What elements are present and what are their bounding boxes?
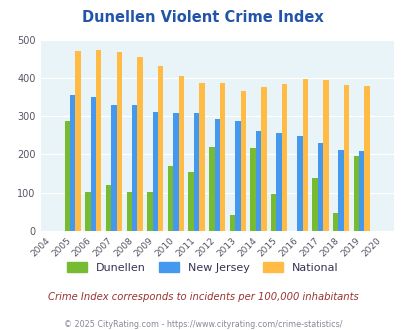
- Bar: [116, 52, 121, 231]
- Bar: [75, 51, 81, 231]
- Bar: [234, 121, 240, 231]
- Bar: [106, 185, 111, 231]
- Bar: [353, 155, 358, 231]
- Legend: Dunellen, New Jersey, National: Dunellen, New Jersey, National: [62, 258, 343, 278]
- Bar: [158, 66, 163, 231]
- Bar: [85, 192, 90, 231]
- Bar: [90, 97, 96, 231]
- Text: Crime Index corresponds to incidents per 100,000 inhabitants: Crime Index corresponds to incidents per…: [47, 292, 358, 302]
- Text: Dunellen Violent Crime Index: Dunellen Violent Crime Index: [82, 10, 323, 25]
- Bar: [229, 215, 234, 231]
- Bar: [152, 112, 158, 231]
- Bar: [240, 90, 245, 231]
- Bar: [255, 131, 260, 231]
- Bar: [322, 80, 328, 231]
- Bar: [271, 194, 276, 231]
- Bar: [70, 95, 75, 231]
- Bar: [194, 113, 199, 231]
- Bar: [260, 87, 266, 231]
- Bar: [137, 57, 142, 231]
- Bar: [214, 119, 220, 231]
- Bar: [188, 173, 194, 231]
- Bar: [209, 147, 214, 231]
- Bar: [312, 178, 317, 231]
- Bar: [96, 50, 101, 231]
- Bar: [343, 85, 348, 231]
- Bar: [111, 106, 116, 231]
- Bar: [147, 192, 152, 231]
- Text: © 2025 CityRating.com - https://www.cityrating.com/crime-statistics/: © 2025 CityRating.com - https://www.city…: [64, 320, 341, 329]
- Bar: [167, 166, 173, 231]
- Bar: [126, 192, 132, 231]
- Bar: [220, 83, 225, 231]
- Bar: [276, 133, 281, 231]
- Bar: [64, 121, 70, 231]
- Bar: [338, 150, 343, 231]
- Bar: [332, 214, 338, 231]
- Bar: [178, 76, 183, 231]
- Bar: [364, 86, 369, 231]
- Bar: [250, 148, 255, 231]
- Bar: [358, 151, 364, 231]
- Bar: [302, 79, 307, 231]
- Bar: [281, 84, 286, 231]
- Bar: [296, 136, 302, 231]
- Bar: [199, 83, 204, 231]
- Bar: [132, 106, 137, 231]
- Bar: [317, 143, 322, 231]
- Bar: [173, 113, 178, 231]
